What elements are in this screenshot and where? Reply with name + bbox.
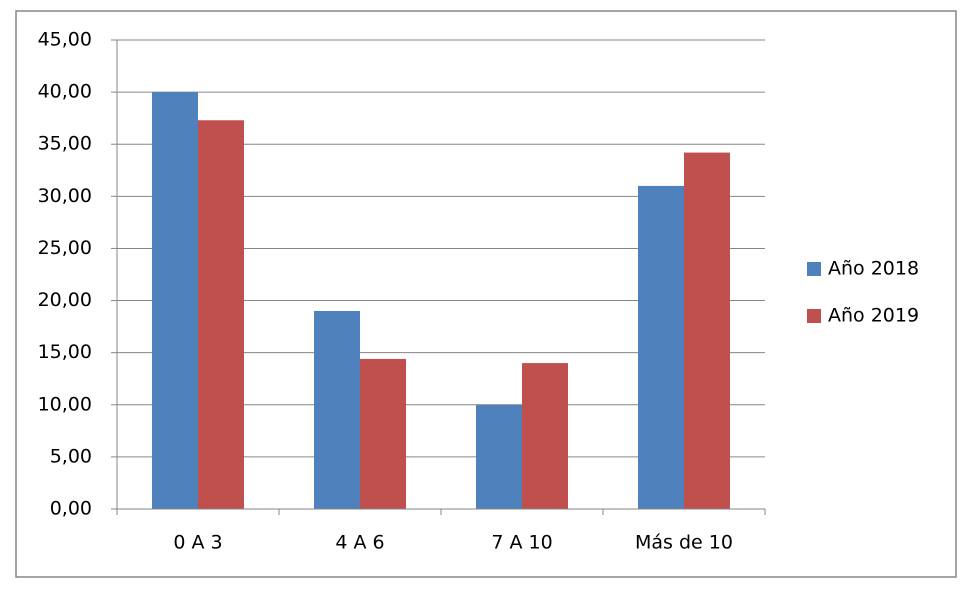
legend-swatch xyxy=(807,309,821,323)
legend-swatch xyxy=(807,262,821,276)
x-tick-label: 0 A 3 xyxy=(173,532,222,554)
x-tick-label: 4 A 6 xyxy=(335,532,384,554)
y-tick-label: 5,00 xyxy=(50,445,92,467)
y-tick-label: 20,00 xyxy=(38,289,92,311)
y-tick-label: 0,00 xyxy=(50,498,92,520)
y-tick-label: 25,00 xyxy=(38,237,92,259)
bar xyxy=(684,152,730,509)
y-tick-label: 45,00 xyxy=(38,29,92,51)
y-tick-label: 30,00 xyxy=(38,185,92,207)
y-tick-label: 15,00 xyxy=(38,341,92,363)
bar xyxy=(638,185,684,509)
bar xyxy=(476,404,522,509)
x-tick-label: Más de 10 xyxy=(635,532,733,554)
bar xyxy=(522,363,568,509)
x-tick-label: 7 A 10 xyxy=(491,532,552,554)
bar xyxy=(314,310,360,509)
y-tick-label: 35,00 xyxy=(38,133,92,155)
bar xyxy=(360,358,406,509)
bar xyxy=(198,120,244,510)
legend-label: Año 2018 xyxy=(828,258,919,280)
bar xyxy=(152,92,198,509)
legend-label: Año 2019 xyxy=(828,305,919,327)
y-tick-label: 10,00 xyxy=(38,393,92,415)
y-tick-label: 40,00 xyxy=(38,81,92,103)
